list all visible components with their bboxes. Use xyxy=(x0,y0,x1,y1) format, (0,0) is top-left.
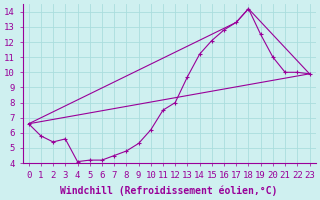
X-axis label: Windchill (Refroidissement éolien,°C): Windchill (Refroidissement éolien,°C) xyxy=(60,185,278,196)
